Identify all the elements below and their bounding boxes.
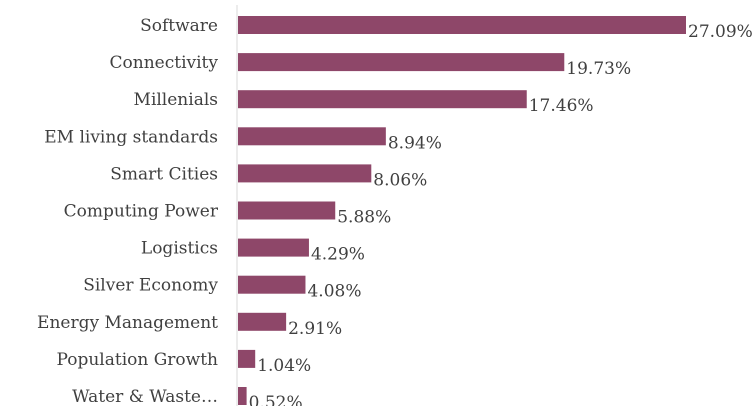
category-label: Logistics (141, 239, 218, 259)
data-label: 19.73% (566, 59, 631, 79)
bar (238, 201, 336, 220)
category-label: Millenials (134, 90, 218, 110)
bar (238, 349, 256, 368)
data-label: 4.29% (311, 245, 365, 265)
bar (238, 387, 247, 405)
category-label: Silver Economy (83, 276, 218, 296)
data-label: 0.52% (249, 393, 303, 406)
data-label: 1.04% (257, 356, 311, 376)
category-label: Computing Power (64, 202, 219, 222)
data-label: 27.09% (688, 22, 752, 42)
category-label: Software (140, 16, 218, 36)
value-labels: 27.09% 19.73% 17.46% 8.94% 8.06% 5.88% 4.29% 4.… (249, 22, 752, 406)
category-label: Water & Waste… (72, 387, 218, 406)
category-label: Population Growth (56, 350, 218, 370)
bar (238, 312, 287, 331)
category-label: Smart Cities (110, 164, 218, 184)
category-label: Energy Management (37, 313, 218, 333)
category-labels: Software Connectivity Millenials EM living … (37, 16, 219, 406)
data-label: 4.08% (307, 282, 361, 302)
bar (238, 275, 306, 294)
data-label: 8.06% (373, 170, 427, 190)
bars (238, 16, 686, 405)
data-label: 8.94% (388, 133, 442, 153)
bar (238, 90, 527, 109)
category-label: Connectivity (110, 53, 219, 73)
bar (238, 238, 309, 257)
bar (238, 164, 372, 183)
data-label: 5.88% (337, 208, 391, 228)
category-label: EM living standards (44, 127, 218, 147)
data-label: 17.46% (529, 96, 594, 116)
data-label: 2.91% (288, 319, 342, 339)
bar (238, 127, 386, 146)
bar (238, 16, 686, 34)
bar (238, 53, 565, 72)
